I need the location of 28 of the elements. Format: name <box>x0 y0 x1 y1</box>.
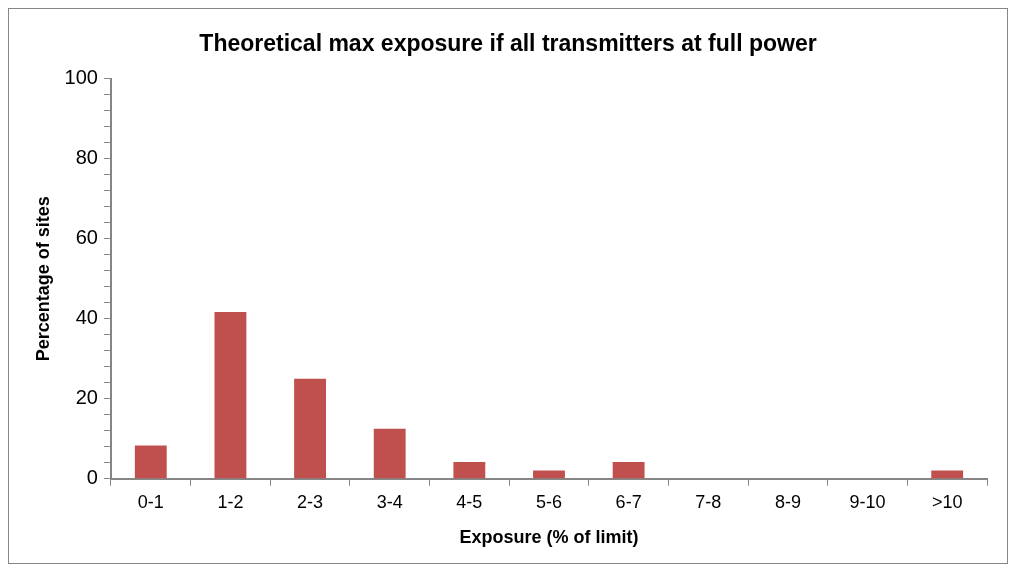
x-axis-title: Exposure (% of limit) <box>459 527 639 548</box>
chart-title: Theoretical max exposure if all transmitters at full power <box>199 30 817 57</box>
bar <box>134 445 167 479</box>
x-tick-label: 8-9 <box>774 491 801 512</box>
y-tick-label: 20 <box>75 386 98 409</box>
x-tick-label: 0-1 <box>137 491 164 512</box>
bar <box>931 470 964 479</box>
bar <box>214 311 247 479</box>
x-tick-label: 3-4 <box>376 491 403 512</box>
x-tick-label: >10 <box>931 491 963 512</box>
x-tick-label: 4-5 <box>456 491 483 512</box>
x-tick-label: 9-10 <box>849 491 886 512</box>
y-tick-label: 0 <box>86 466 98 489</box>
bar <box>294 378 326 479</box>
bar <box>373 428 406 479</box>
y-tick-label: 80 <box>75 146 98 169</box>
x-tick-label: 1-2 <box>217 491 244 512</box>
bar <box>533 470 565 479</box>
y-axis-title: Percentage of sites <box>32 196 53 362</box>
y-tick-label: 60 <box>75 226 98 249</box>
x-tick-label: 7-8 <box>695 491 722 512</box>
bar <box>453 461 486 479</box>
bar <box>612 461 645 479</box>
x-tick-label: 2-3 <box>297 491 324 512</box>
x-tick-label: 5-6 <box>535 491 562 512</box>
y-tick-label: 40 <box>75 306 98 329</box>
y-tick-label: 100 <box>64 66 98 89</box>
x-tick-label: 6-7 <box>615 491 642 512</box>
